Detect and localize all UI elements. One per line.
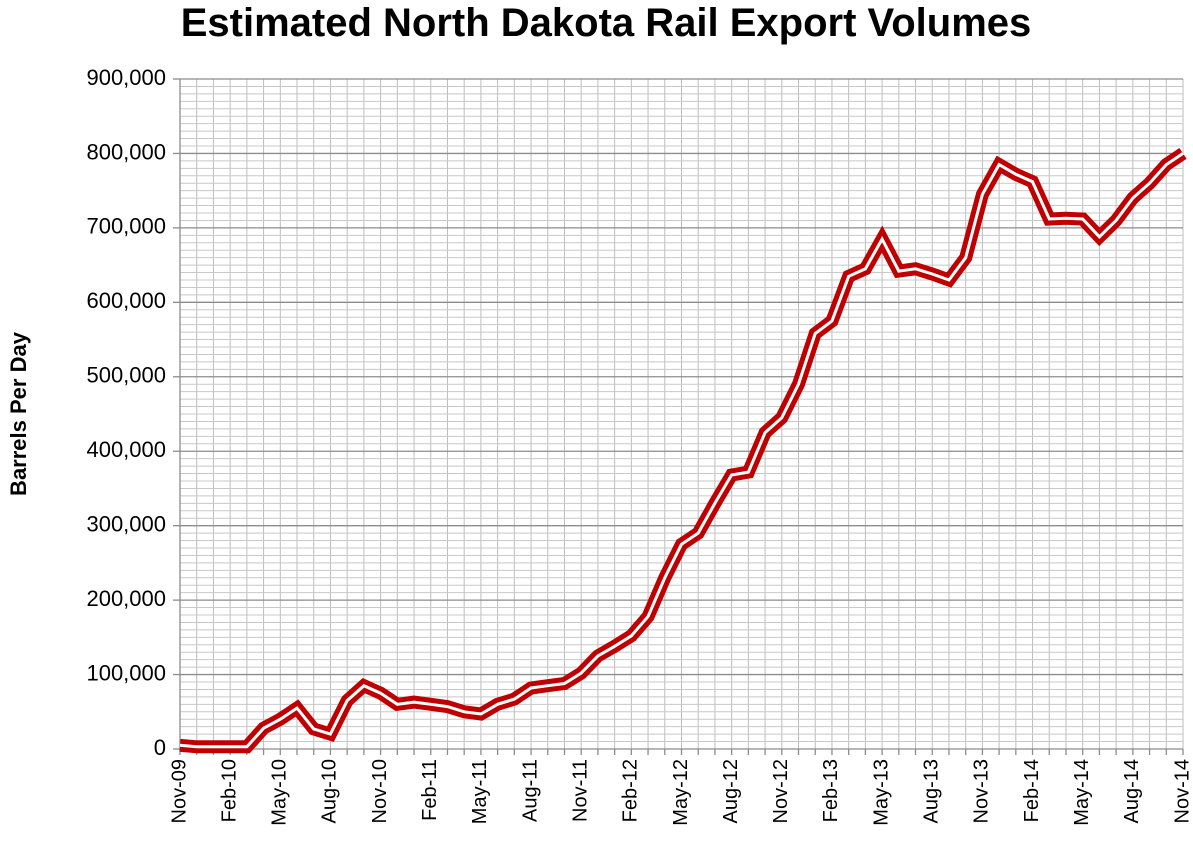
x-tick-label: Feb-12 (620, 759, 642, 822)
x-tick-label: Feb-13 (820, 759, 842, 822)
x-tick-label: May-13 (870, 759, 892, 826)
y-tick-label: 0 (154, 735, 166, 760)
x-tick-label: Nov-10 (369, 759, 391, 823)
x-tick-label: Feb-14 (1021, 759, 1043, 822)
y-tick-label: 500,000 (86, 363, 166, 388)
y-tick-label: 600,000 (86, 288, 166, 313)
y-tick-label: 400,000 (86, 437, 166, 462)
x-tick-label: Nov-09 (168, 759, 190, 823)
x-tick-label: Aug-14 (1121, 759, 1143, 824)
chart-title: Estimated North Dakota Rail Export Volum… (181, 1, 1032, 45)
x-tick-label: May-10 (269, 759, 291, 826)
x-tick-label: Aug-10 (319, 759, 341, 824)
y-tick-label: 900,000 (86, 65, 166, 90)
x-tick-label: Nov-14 (1171, 759, 1193, 823)
line-series-inner (179, 152, 1184, 749)
x-tick-label: Aug-13 (921, 759, 943, 824)
y-tick-label: 800,000 (86, 139, 166, 164)
x-tick-label: Feb-11 (419, 759, 441, 821)
x-tick-label: Nov-12 (770, 759, 792, 823)
y-tick-label: 300,000 (86, 511, 166, 536)
y-tick-label: 700,000 (86, 214, 166, 239)
x-tick-label: Feb-10 (218, 759, 240, 822)
x-tick-label: May-12 (670, 759, 692, 826)
x-tick-label: Nov-13 (971, 759, 993, 823)
y-axis-label: Barrels Per Day (6, 331, 31, 496)
y-tick-label: 200,000 (86, 586, 166, 611)
x-tick-label: May-11 (469, 759, 491, 824)
y-tick-label: 100,000 (86, 660, 166, 685)
grid (180, 79, 1184, 749)
x-tick-label: May-14 (1071, 759, 1093, 826)
x-tick-label: Aug-11 (519, 759, 541, 822)
x-tick-label: Aug-12 (720, 759, 742, 824)
x-tick-label: Nov-11 (569, 759, 591, 822)
